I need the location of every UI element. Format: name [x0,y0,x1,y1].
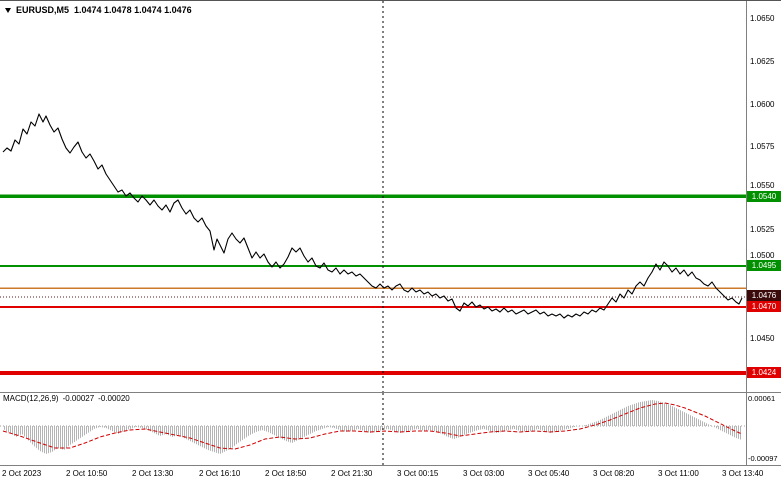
time-tick-label: 2 Oct 13:30 [132,469,174,478]
resistance-badge-10495: 1.0495 [747,260,781,271]
current-price-badge: 1.0476 [747,290,781,301]
price-chart-svg [0,1,746,392]
macd-scale-min: -0.00097 [748,454,778,463]
macd-indicator-label: MACD(12,26,9) -0.00027 -0.00020 [3,394,134,403]
macd-scale-max: 0.00061 [748,394,776,403]
macd-panel[interactable]: MACD(12,26,9) -0.00027 -0.00020 [0,393,746,465]
price-tick-label: 1.0575 [750,142,775,151]
symbol-timeframe-label: EURUSD,M5 [16,5,70,15]
panel-splitter-bottom[interactable] [0,465,781,466]
price-tick-label: 1.0650 [750,14,775,23]
time-tick-label: 3 Oct 11:00 [658,469,699,478]
time-tick-label: 3 Oct 00:15 [397,469,439,478]
price-tick-label: 1.0600 [750,100,775,109]
ohlc-values: 1.0474 1.0478 1.0474 1.0476 [74,5,192,15]
price-tick-label: 1.0450 [750,334,775,343]
macd-value: -0.00027 [62,394,95,403]
macd-signal-value: -0.00020 [98,394,130,403]
panel-splitter-top[interactable] [0,392,781,393]
price-tick-label: 1.0525 [750,225,775,234]
time-tick-label: 3 Oct 03:00 [463,469,505,478]
time-tick-label: 2 Oct 2023 [2,469,42,478]
macd-chart-svg [0,393,746,465]
time-tick-label: 3 Oct 05:40 [528,469,570,478]
support-badge-10470: 1.0470 [747,301,781,312]
time-tick-label: 2 Oct 18:50 [265,469,307,478]
support-badge-10424: 1.0424 [747,367,781,378]
main-chart-area[interactable]: EURUSD,M5 1.0474 1.0478 1.0474 1.0476 [0,1,746,392]
time-tick-label: 2 Oct 21:30 [331,469,373,478]
resistance-badge-10540: 1.0540 [747,191,781,202]
macd-name: MACD(12,26,9) [3,394,59,403]
time-tick-label: 3 Oct 13:40 [722,469,764,478]
price-tick-label: 1.0500 [750,251,775,260]
chart-header: EURUSD,M5 1.0474 1.0478 1.0474 1.0476 [5,5,192,15]
time-axis[interactable]: 2 Oct 2023 2 Oct 10:50 2 Oct 13:30 2 Oct 16… [0,467,781,489]
time-tick-label: 3 Oct 08:20 [593,469,635,478]
time-tick-label: 2 Oct 16:10 [199,469,241,478]
time-tick-label: 2 Oct 10:50 [66,469,108,478]
price-axis[interactable]: 1.0650 1.0625 1.0600 1.0575 1.0550 1.0540 1.05… [746,1,781,465]
chart-marker-icon [5,7,11,13]
price-tick-label: 1.0625 [750,57,775,66]
price-tick-label: 1.0550 [750,181,775,190]
